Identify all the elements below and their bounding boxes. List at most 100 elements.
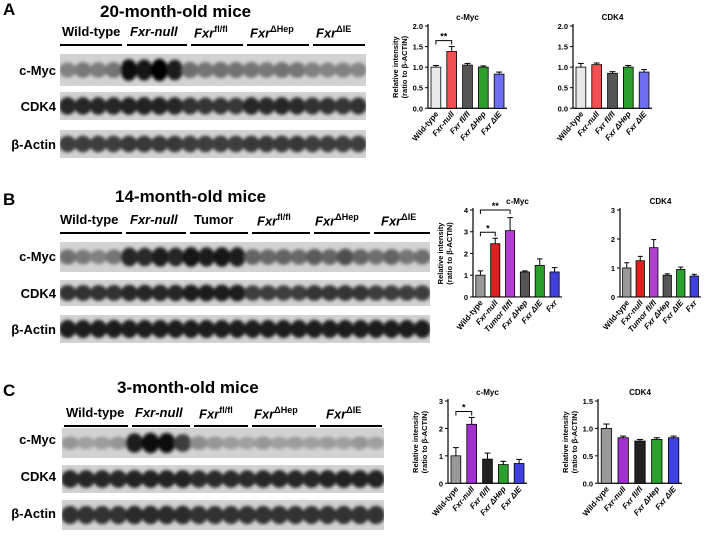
group-underline — [64, 425, 128, 427]
blot-band — [166, 97, 184, 115]
blot-band — [125, 433, 144, 453]
blot-band — [166, 59, 184, 81]
y-tick-label: 0 — [439, 479, 443, 488]
chart-a-cdk4: CDK40.00.51.01.52.0Wild-typeFxr-nullFxr … — [555, 13, 652, 143]
y-tick-label: 0.0 — [583, 479, 593, 488]
blot-band — [290, 249, 308, 265]
blot-a-beta-actin — [60, 130, 366, 158]
group-label-wild-type: Wild-type — [66, 405, 125, 420]
blot-band — [74, 97, 92, 115]
blot-band — [141, 470, 160, 488]
blot-band — [259, 249, 277, 265]
blot-band — [334, 62, 352, 78]
y-tick-label: 0 — [464, 293, 468, 302]
blot-band — [350, 470, 369, 488]
blot-band — [222, 470, 240, 488]
blot-band — [259, 319, 277, 339]
blot-band — [336, 319, 354, 339]
blot-band — [212, 135, 230, 153]
y-tick-label: 2.0 — [558, 22, 568, 31]
blot-band — [105, 97, 122, 115]
blot-band — [350, 436, 369, 450]
group-label-fxr-dhep: FxrΔHep — [254, 405, 298, 422]
blot-band — [352, 319, 370, 339]
blot-band — [77, 470, 96, 488]
panel-title-a: 20-month-old mice — [100, 2, 252, 21]
blot-band — [319, 135, 337, 153]
blot-band — [182, 319, 200, 339]
bar — [505, 230, 516, 298]
blot-band — [151, 319, 169, 339]
group-underline — [313, 44, 365, 46]
chart-title: c-Myc — [456, 13, 479, 22]
significance-bracket — [479, 231, 496, 237]
y-axis-label: Relative intensity — [561, 410, 570, 473]
blot-band — [197, 247, 215, 267]
blot-band — [302, 505, 321, 525]
y-tick-label: 1.5 — [583, 397, 593, 406]
y-tick-label: 3 — [439, 397, 443, 406]
blot-band — [60, 249, 77, 265]
bar — [634, 440, 646, 484]
blot-band — [105, 285, 123, 301]
blot-band — [189, 470, 208, 488]
panel-letter-a: A — [3, 0, 16, 19]
blot-band — [196, 135, 214, 153]
blot-band — [334, 505, 353, 525]
blot-band — [62, 436, 79, 450]
y-tick-label: 1.5 — [558, 43, 568, 52]
y-tick-label: 3 — [611, 206, 615, 215]
blot-band — [212, 97, 230, 115]
blot-band — [398, 285, 416, 301]
blot-band — [349, 62, 366, 78]
blot-band — [173, 434, 192, 452]
group-underline — [60, 232, 122, 234]
blot-band — [318, 505, 337, 525]
group-labels-b: Wild-type Fxr-null Tumor Fxrfl/fl FxrΔHe… — [58, 212, 438, 234]
bar — [549, 271, 560, 298]
bar — [450, 455, 462, 484]
blot-band — [77, 505, 96, 525]
significance-label: ** — [492, 201, 500, 211]
blot-band — [305, 319, 323, 339]
bar — [651, 438, 663, 484]
blot-band — [273, 135, 291, 153]
blot-band — [334, 436, 353, 450]
blot-c-cdk4 — [62, 465, 384, 493]
group-label-wild-type: Wild-type — [62, 24, 121, 39]
blot-band — [213, 284, 231, 302]
blot-band — [151, 97, 168, 115]
bar — [534, 265, 545, 298]
blot-b-beta-actin — [60, 315, 430, 343]
bar — [617, 437, 629, 484]
blot-band — [273, 97, 291, 115]
blot-band — [60, 135, 77, 153]
blot-band — [135, 96, 153, 116]
group-underline — [127, 44, 187, 46]
bar — [591, 64, 602, 109]
blot-band — [319, 97, 337, 115]
blot-band — [304, 62, 321, 78]
bar — [676, 269, 686, 298]
blot-band — [105, 249, 123, 265]
bar — [600, 428, 613, 484]
blot-band — [173, 470, 192, 488]
blot-band — [60, 97, 77, 115]
blot-band — [109, 436, 128, 450]
row-label-beta-actin: β-Actin — [11, 322, 56, 337]
y-tick-label: 0 — [611, 293, 615, 302]
y-axis-label: (ratio to β-ACTIN) — [420, 410, 429, 473]
blot-band — [213, 319, 231, 339]
bar — [622, 267, 632, 298]
group-underline — [247, 44, 309, 46]
group-underline — [190, 232, 248, 234]
blot-band — [242, 97, 260, 115]
blot-band — [367, 249, 385, 265]
y-tick-label: 0.0 — [413, 104, 423, 113]
chart-title: CDK4 — [650, 197, 672, 206]
blot-band — [321, 319, 339, 339]
blot-band — [173, 505, 192, 525]
blot-band — [290, 319, 308, 339]
blot-band — [62, 505, 79, 525]
